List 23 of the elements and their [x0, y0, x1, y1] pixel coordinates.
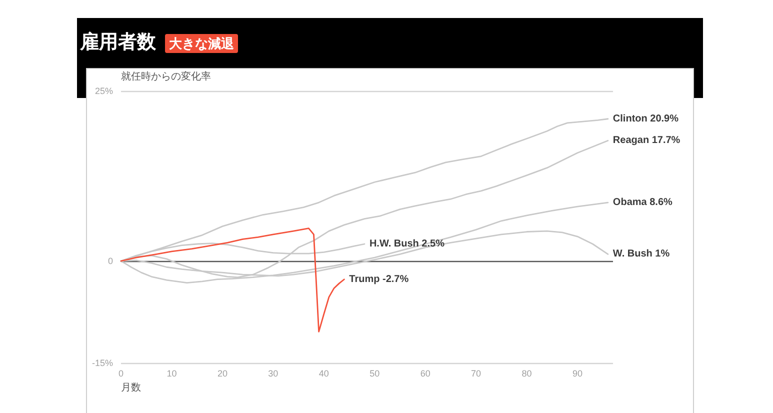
- text: Reagan 17.7%: [612, 135, 680, 146]
- text: Trump -2.7%: [349, 274, 409, 285]
- y-tick-label: 25%: [94, 86, 113, 96]
- text: W. Bush 1%: [612, 248, 670, 260]
- x-tick-label: 20: [217, 368, 228, 378]
- chart-title: 雇用者数: [80, 31, 156, 55]
- x-tick-label: 40: [318, 368, 329, 378]
- text: H.W. Bush 2.5%: [369, 238, 444, 250]
- x-tick-label: 70: [471, 368, 482, 378]
- text: Clinton 20.9%: [612, 113, 679, 124]
- x-tick-label: 30: [268, 368, 278, 378]
- y-tick-label: 0: [108, 256, 113, 266]
- x-tick-label: 60: [420, 368, 430, 378]
- x-tick-label: 0: [118, 368, 124, 378]
- x-tick-label: 80: [522, 368, 532, 378]
- text: Obama 8.6%: [612, 197, 672, 208]
- chart-subtitle: 大きな減退: [165, 34, 238, 52]
- y-tick-label: -15%: [92, 358, 113, 368]
- x-axis-title: 月数: [121, 382, 141, 394]
- x-tick-label: 50: [370, 368, 380, 378]
- x-tick-label: 90: [572, 368, 583, 378]
- x-tick-label: 10: [166, 368, 177, 378]
- y-axis-title: 就任時からの変化率: [121, 70, 211, 82]
